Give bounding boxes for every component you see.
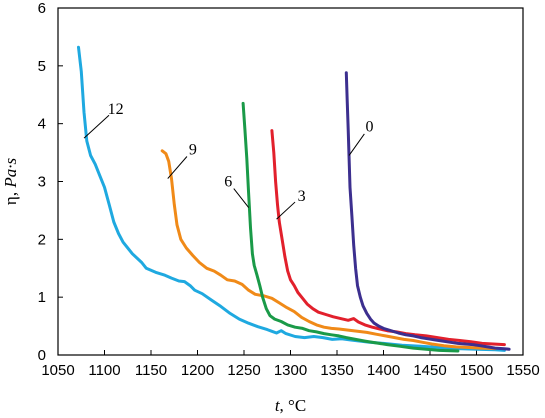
y-axis-title-unit: Pa·s: [1, 158, 20, 189]
series-callouts: 12 9 6 3 0: [83, 101, 374, 220]
series-label-9: 9: [189, 142, 197, 159]
y-tick-label: 5: [38, 58, 46, 75]
x-tick-label: 1100: [88, 362, 120, 379]
y-tick-label: 0: [38, 347, 46, 364]
axis-ticks: 1050 1100 1150 1200 1250 1300 1350 1400 1450 1500…: [38, 0, 540, 379]
y-tick-label: 4: [38, 116, 46, 133]
series-callout-line-9: [167, 156, 188, 179]
x-tick-label: 1350: [320, 362, 353, 379]
x-tick-label: 1250: [227, 362, 260, 379]
series-line-12: [77, 45, 506, 352]
x-tick-label: 1400: [367, 362, 400, 379]
y-tick-label: 3: [38, 174, 46, 191]
y-tick-label: 1: [38, 289, 46, 306]
series-label-6: 6: [224, 174, 232, 191]
x-tick-label: 1500: [460, 362, 493, 379]
x-axis-title-unit: , °C: [280, 396, 307, 415]
x-tick-label: 1050: [41, 362, 74, 379]
y-tick-label: 6: [38, 0, 46, 17]
series-line-0: [344, 71, 511, 351]
series-callout-line-12: [83, 114, 110, 139]
series-callout-line-6: [233, 188, 250, 208]
x-tick-label: 1300: [274, 362, 307, 379]
x-tick-label: 1550: [506, 362, 539, 379]
series-line-9: [160, 149, 497, 351]
x-tick-label: 1450: [413, 362, 446, 379]
series-callout-line-3: [276, 201, 296, 220]
x-axis-title: t, °C: [275, 396, 306, 415]
y-axis-title: η, Pa·s: [1, 158, 20, 206]
series-label-0: 0: [366, 119, 374, 136]
series-label-3: 3: [298, 188, 306, 205]
series-line-3: [270, 129, 506, 347]
plot-frame: [57, 7, 524, 356]
x-tick-label: 1150: [135, 362, 167, 379]
y-tick-label: 2: [38, 231, 46, 248]
x-tick-label: 1200: [181, 362, 214, 379]
y-axis-title-symbol: η,: [1, 188, 20, 205]
x-axis-title-italic: t: [275, 396, 281, 415]
series-label-12: 12: [108, 101, 124, 118]
series-layer: [77, 45, 511, 353]
series-line-6: [241, 101, 460, 353]
series-callout-line-0: [348, 133, 365, 156]
